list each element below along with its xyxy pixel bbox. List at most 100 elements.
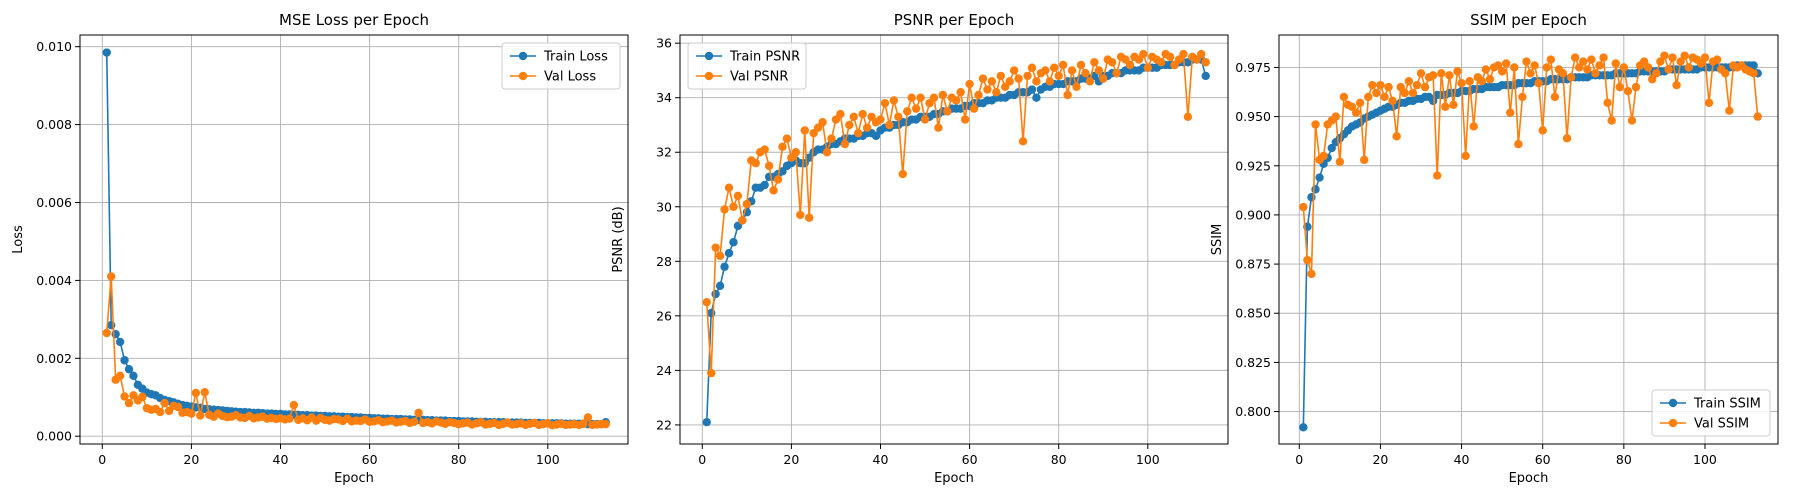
x-tick-label: 60	[962, 452, 978, 467]
data-point	[1384, 82, 1393, 92]
data-point	[1611, 59, 1620, 68]
data-point	[1514, 139, 1523, 149]
data-point	[1156, 58, 1166, 67]
data-point	[1023, 71, 1032, 81]
data-point	[1420, 82, 1430, 92]
data-point	[1453, 67, 1462, 76]
data-point	[911, 104, 921, 113]
data-point	[742, 199, 752, 209]
data-point	[1550, 92, 1560, 102]
data-point	[1587, 55, 1596, 64]
data-point	[1392, 132, 1401, 141]
data-point	[760, 145, 769, 154]
data-point	[1032, 77, 1041, 86]
data-point	[1014, 74, 1023, 83]
data-point	[1704, 98, 1714, 108]
y-tick-label: 0.850	[1235, 306, 1271, 321]
x-tick-label: 40	[1454, 452, 1470, 467]
data-point	[1299, 202, 1308, 212]
data-point	[1360, 155, 1369, 165]
data-point	[1449, 100, 1458, 110]
data-point	[840, 139, 850, 149]
data-point	[1027, 85, 1037, 94]
y-tick-label: 32	[656, 145, 672, 160]
data-point	[1445, 71, 1454, 80]
data-point	[1518, 92, 1527, 102]
data-point	[778, 142, 787, 151]
data-point	[854, 128, 863, 138]
data-point	[969, 104, 979, 113]
data-point	[1558, 69, 1568, 78]
data-point	[1347, 102, 1357, 111]
data-point	[1112, 68, 1121, 78]
data-point	[702, 417, 711, 427]
data-point	[1441, 102, 1450, 111]
data-point	[800, 126, 809, 135]
data-point	[1400, 88, 1409, 98]
data-point	[1311, 120, 1320, 129]
data-point	[120, 356, 129, 365]
y-tick-label: 0.004	[36, 273, 72, 288]
data-point	[1566, 73, 1576, 82]
data-point	[409, 417, 419, 426]
data-point	[1408, 88, 1418, 98]
y-tick-label: 30	[656, 199, 672, 214]
data-point	[102, 48, 111, 57]
data-point	[1376, 80, 1385, 90]
data-point	[1652, 69, 1661, 78]
y-tick-label: 0.000	[36, 429, 72, 444]
data-point	[129, 371, 138, 381]
data-point	[1639, 57, 1649, 66]
data-point	[738, 216, 747, 225]
data-point	[1433, 171, 1442, 180]
data-point	[1506, 108, 1515, 117]
data-point	[289, 400, 299, 410]
data-point	[1063, 90, 1072, 100]
data-point	[1428, 96, 1438, 106]
data-point	[1388, 96, 1397, 106]
y-tick-label: 0.950	[1235, 109, 1271, 124]
data-point	[1315, 173, 1324, 182]
data-point	[1465, 77, 1474, 86]
x-tick-label: 80	[1616, 452, 1632, 467]
legend-entry: Val SSIM	[1694, 417, 1749, 432]
data-point	[773, 175, 783, 184]
data-point	[1660, 51, 1669, 60]
data-point	[903, 107, 912, 116]
y-tick-label: 22	[656, 417, 672, 432]
x-axis-label: Epoch	[1509, 471, 1549, 486]
data-point	[818, 118, 827, 127]
x-tick-label: 60	[1535, 452, 1551, 467]
data-point	[1372, 88, 1381, 98]
data-point	[724, 183, 734, 192]
data-point	[1067, 66, 1077, 75]
data-point	[1664, 65, 1673, 74]
legend-entry: Train SSIM	[1693, 397, 1761, 412]
x-tick-label: 0	[1295, 452, 1303, 467]
data-point	[711, 289, 720, 299]
data-point	[1018, 137, 1028, 146]
data-point	[934, 123, 943, 132]
data-point	[120, 392, 129, 401]
data-point	[1183, 112, 1193, 122]
data-point	[1627, 116, 1637, 125]
data-point	[1461, 151, 1470, 161]
data-point	[1125, 60, 1135, 70]
legend: Train Loss Val Loss	[501, 42, 621, 90]
data-point	[724, 248, 734, 258]
y-tick-label: 34	[656, 90, 672, 105]
data-point	[196, 411, 205, 420]
data-point	[1099, 74, 1108, 83]
data-point	[974, 90, 983, 100]
data-point	[706, 368, 716, 378]
data-point	[414, 408, 423, 418]
data-point	[983, 85, 992, 94]
data-point	[1534, 78, 1543, 88]
y-axis-label: SSIM	[1210, 224, 1225, 256]
chart-panel: 0 20 40 60 80 100 22 24 26 28 30 32 34 36 PSNR per Epo…	[611, 11, 1229, 486]
data-point	[111, 329, 120, 339]
data-point	[796, 210, 805, 220]
legend-entry: Train Loss	[543, 50, 608, 65]
x-tick-label: 80	[1051, 452, 1067, 467]
axes-frame	[1278, 34, 1779, 445]
